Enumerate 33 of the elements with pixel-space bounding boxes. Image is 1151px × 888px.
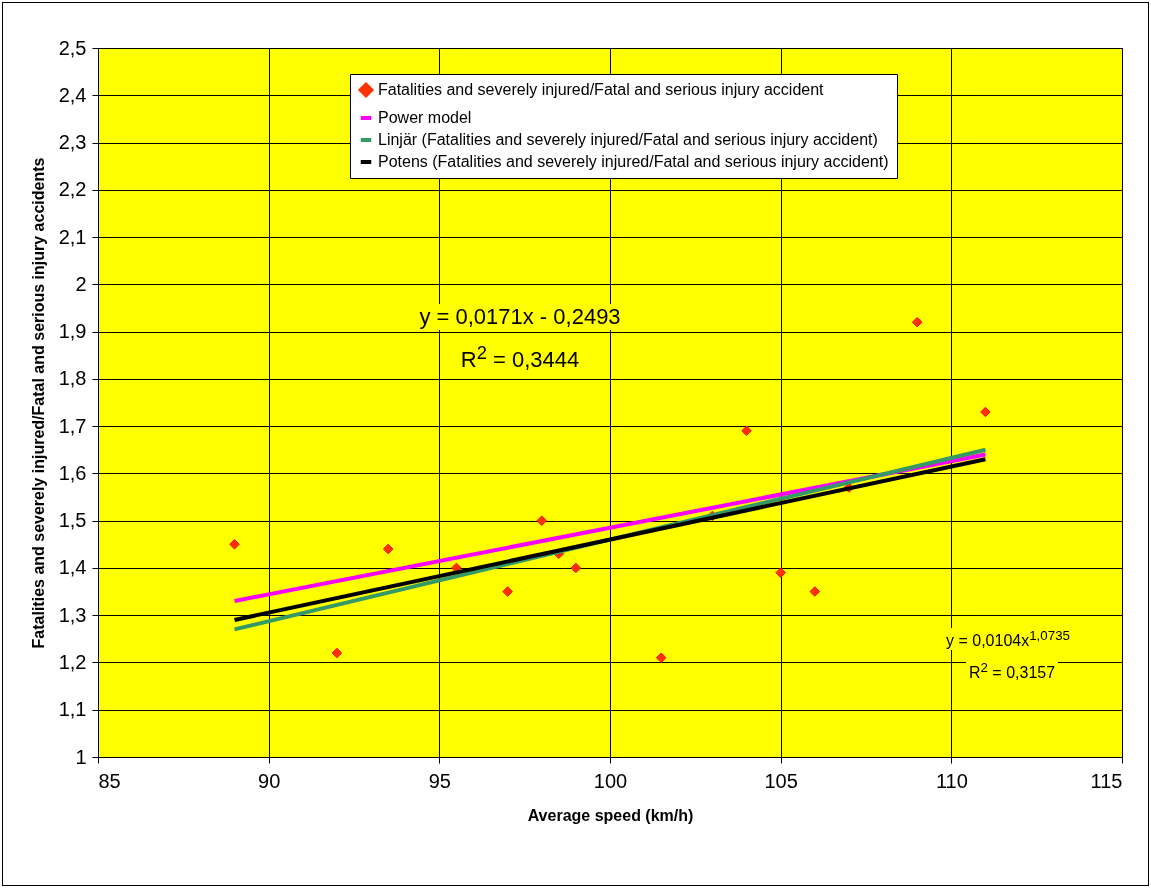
x-tick-label: 110 bbox=[935, 769, 968, 792]
legend-label: Power model bbox=[378, 109, 472, 126]
annotation: R$^{2}$ = 0,3444 bbox=[457, 342, 583, 374]
x-tick-label: 115 bbox=[1090, 769, 1123, 792]
y-tick-label: 1,4 bbox=[58, 556, 87, 579]
y-tick-label: 1,7 bbox=[58, 414, 87, 437]
x-tick-label: 85 bbox=[98, 769, 121, 792]
x-axis-title: Average speed (km/h) bbox=[527, 806, 694, 824]
legend-label: Potens (Fatalities and severely injured/Fatal and serious injury accident) bbox=[378, 153, 889, 170]
y-tick-label: 1,1 bbox=[58, 698, 87, 721]
y-tick-label: 2 bbox=[75, 272, 87, 295]
legend-label: Linjär (Fatalities and severely injured/Fatal and serious injury accident) bbox=[378, 131, 878, 148]
y-tick-label: 1 bbox=[75, 745, 87, 768]
y-tick-label: 2,5 bbox=[58, 36, 87, 59]
y-tick-label: 2,2 bbox=[58, 178, 87, 201]
y-tick-label: 2,1 bbox=[58, 225, 87, 248]
y-axis-title: Fatalities and severely injured/Fatal and serious injury accidents bbox=[29, 157, 47, 649]
x-tick-label: 105 bbox=[764, 769, 798, 792]
annotation: R$^{2}$ = 0,3157 bbox=[965, 660, 1059, 683]
y-tick-label: 2,4 bbox=[58, 83, 87, 106]
x-tick-label: 95 bbox=[428, 769, 451, 792]
x-tick-label: 90 bbox=[258, 769, 281, 792]
y-tick-label: 1,3 bbox=[58, 603, 87, 626]
y-tick-label: 2,3 bbox=[58, 131, 87, 154]
x-tick-label: 100 bbox=[593, 769, 628, 792]
annotation: y = 0,0104x$^{1,0735}$ bbox=[943, 628, 1073, 651]
y-tick-label: 1,5 bbox=[58, 509, 87, 532]
y-tick-label: 1,8 bbox=[58, 367, 87, 390]
annotation: y = 0,0171x - 0,2493 bbox=[416, 304, 624, 330]
y-tick-label: 1,9 bbox=[58, 320, 87, 343]
y-tick-label: 1,2 bbox=[58, 650, 87, 673]
legend-label: Fatalities and severely injured/Fatal and serious injury accident bbox=[378, 81, 825, 98]
y-tick-label: 1,6 bbox=[58, 461, 87, 484]
